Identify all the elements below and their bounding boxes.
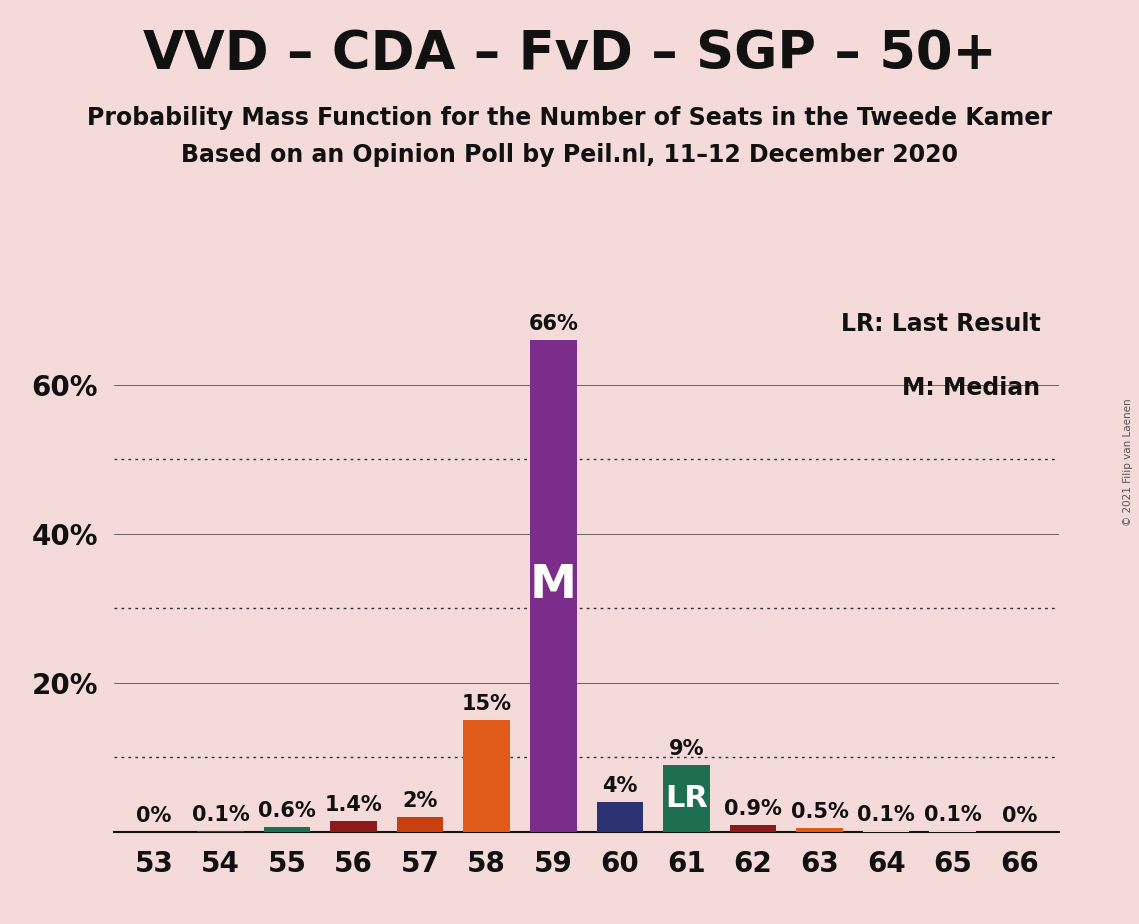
Text: 15%: 15% <box>461 694 511 714</box>
Text: M: M <box>530 564 576 609</box>
Text: 0.1%: 0.1% <box>924 805 982 825</box>
Text: 1.4%: 1.4% <box>325 796 383 815</box>
Bar <box>464 720 510 832</box>
Text: LR: LR <box>665 784 707 812</box>
Text: 0.1%: 0.1% <box>191 805 249 825</box>
Bar <box>730 825 777 832</box>
Text: 0%: 0% <box>1001 806 1036 826</box>
Bar <box>530 340 576 832</box>
Bar <box>597 802 644 832</box>
Bar <box>663 765 710 832</box>
Text: 4%: 4% <box>603 776 638 796</box>
Text: 0.9%: 0.9% <box>724 799 782 819</box>
Text: 66%: 66% <box>528 314 579 334</box>
Text: 0.1%: 0.1% <box>858 805 915 825</box>
Text: 2%: 2% <box>402 791 437 810</box>
Text: © 2021 Filip van Laenen: © 2021 Filip van Laenen <box>1123 398 1133 526</box>
Text: Based on an Opinion Poll by Peil.nl, 11–12 December 2020: Based on an Opinion Poll by Peil.nl, 11–… <box>181 143 958 167</box>
Text: Probability Mass Function for the Number of Seats in the Tweede Kamer: Probability Mass Function for the Number… <box>87 106 1052 130</box>
Text: 0.5%: 0.5% <box>790 802 849 822</box>
Text: M: Median: M: Median <box>902 376 1040 400</box>
Text: 0.6%: 0.6% <box>259 801 316 821</box>
Text: VVD – CDA – FvD – SGP – 50+: VVD – CDA – FvD – SGP – 50+ <box>142 28 997 79</box>
Text: 9%: 9% <box>669 738 704 759</box>
Bar <box>264 827 310 832</box>
Bar <box>396 817 443 832</box>
Text: LR: Last Result: LR: Last Result <box>841 311 1040 335</box>
Bar <box>330 821 377 832</box>
Bar <box>796 828 843 832</box>
Text: 0%: 0% <box>137 806 172 826</box>
